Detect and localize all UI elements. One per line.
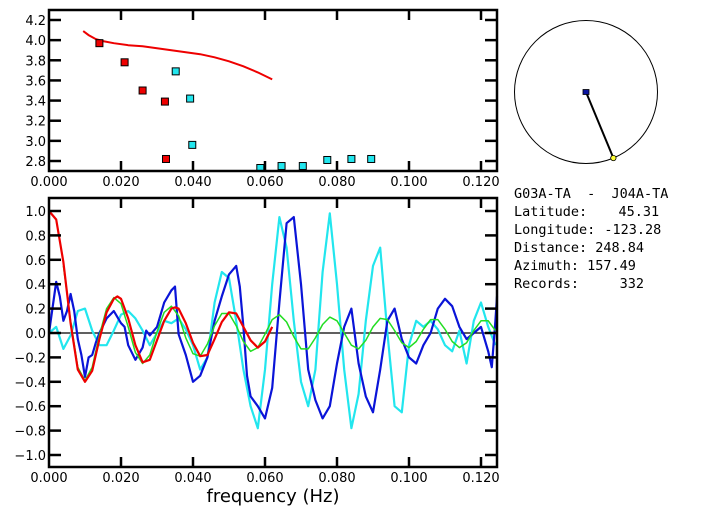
dispersion-xtick-label: 0.120 xyxy=(462,175,499,190)
coherency-ytick-label: −1.0 xyxy=(14,449,46,464)
x-axis-title: frequency (Hz) xyxy=(206,486,339,507)
cyan-pick-point xyxy=(186,94,195,103)
observed-blue-line xyxy=(47,216,499,420)
dispersion-ytick-label: 3.0 xyxy=(25,135,46,150)
cyan-pick-point xyxy=(323,155,332,164)
coherency-xtick-label: 0.100 xyxy=(390,471,427,486)
dispersion-xtick-label: 0.060 xyxy=(246,175,283,190)
coherency-ytick-label: 0.6 xyxy=(25,254,46,269)
dispersion-frame xyxy=(47,8,499,173)
records-row: Records: 332 xyxy=(514,275,644,293)
dispersion-ytick-label: 3.8 xyxy=(25,54,46,69)
red-pick-point xyxy=(160,97,169,106)
latitude-row: Latitude: 45.31 xyxy=(514,203,659,221)
coherency-ytick-label: 0.8 xyxy=(25,229,46,244)
coherency-xtick-label: 0.000 xyxy=(30,471,67,486)
longitude-row: Longitude: -123.28 xyxy=(514,221,661,239)
cyan-pick-point xyxy=(277,162,286,171)
red-pick-point xyxy=(95,39,104,48)
station-edge-marker xyxy=(610,154,617,162)
coherency-axes: 0.000 0.020 0.040 0.060 0.080 0.100 0.120 1.0 0.… xyxy=(14,196,500,486)
cyan-pick-point xyxy=(188,140,197,149)
distance-row: Distance: 248.84 xyxy=(514,239,644,257)
dispersion-plot: 0.000 0.020 0.040 0.060 0.080 0.100 0.120 2.8 3.… xyxy=(25,8,500,190)
dispersion-axes: 0.000 0.020 0.040 0.060 0.080 0.100 0.120 2.8 3.… xyxy=(25,8,500,190)
coherency-xtick-label: 0.120 xyxy=(462,471,499,486)
azimuth-circle xyxy=(514,20,658,164)
azimuth-value: 157.49 xyxy=(587,258,636,274)
coherency-xtick-label: 0.040 xyxy=(174,471,211,486)
dispersion-ytick-label: 4.0 xyxy=(25,34,46,49)
coherency-xtick-label: 0.080 xyxy=(318,471,355,486)
cyan-pick-point xyxy=(298,162,307,171)
dispersion-ytick-label: 4.2 xyxy=(25,14,46,29)
coherency-ytick-label: 0.0 xyxy=(25,327,46,342)
coherency-xtick-label: 0.060 xyxy=(246,471,283,486)
cyan-pick-point xyxy=(171,67,180,76)
dispersion-series xyxy=(82,30,376,172)
dispersion-ytick-label: 3.6 xyxy=(25,74,46,89)
azimuth-map xyxy=(514,20,658,164)
dispersion-xtick-label: 0.080 xyxy=(318,175,355,190)
coherency-series xyxy=(47,210,499,430)
azimuth-label: Azimuth: xyxy=(514,258,580,274)
records-value: 332 xyxy=(619,276,645,292)
cyan-pick-point xyxy=(367,154,376,163)
longitude-label: Longitude: xyxy=(514,222,596,238)
dispersion-ytick-label: 3.2 xyxy=(25,115,46,130)
distance-value: 248.84 xyxy=(595,240,645,256)
red-pick-point xyxy=(138,86,147,95)
coherency-ytick-label: 0.2 xyxy=(25,303,46,318)
dispersion-xtick-label: 0.040 xyxy=(174,175,211,190)
dispersion-ytick-label: 2.8 xyxy=(25,155,46,170)
bessel-red-line xyxy=(48,210,274,383)
coherency-ytick-label: −0.2 xyxy=(14,351,46,366)
dispersion-ytick-label: 3.4 xyxy=(25,95,46,110)
station-center-marker xyxy=(582,89,590,95)
red-pick-point xyxy=(162,154,170,163)
longitude-value: -123.28 xyxy=(604,222,662,238)
azimuth-row: Azimuth: 157.49 xyxy=(514,257,636,275)
azimuth-path-line xyxy=(585,91,615,159)
coherency-xtick-label: 0.020 xyxy=(102,471,139,486)
coherency-ytick-label: 0.4 xyxy=(25,278,46,293)
coherency-ytick-label: 1.0 xyxy=(25,205,46,220)
records-label: Records: xyxy=(514,276,580,292)
red-pick-point xyxy=(120,58,129,67)
coherency-ytick-label: −0.4 xyxy=(14,376,46,391)
latitude-value: 45.31 xyxy=(618,204,660,220)
dispersion-xtick-label: 0.100 xyxy=(390,175,427,190)
latitude-label: Latitude: xyxy=(514,204,588,220)
coherency-plot: 0.000 0.020 0.040 0.060 0.080 0.100 0.120 1.0 0.… xyxy=(14,196,500,486)
coherency-ytick-label: −0.8 xyxy=(14,425,46,440)
cyan-pick-point xyxy=(347,154,356,163)
distance-label: Distance: xyxy=(514,240,588,256)
coherency-ytick-label: −0.6 xyxy=(14,400,46,415)
dispersion-xtick-label: 0.000 xyxy=(30,175,67,190)
bessel-green-line xyxy=(62,265,497,382)
dispersion-xtick-label: 0.020 xyxy=(102,175,139,190)
station-pair-label: G03A-TA - J04A-TA xyxy=(514,186,669,202)
